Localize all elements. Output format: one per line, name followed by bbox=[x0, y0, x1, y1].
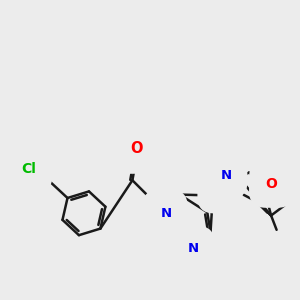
Text: O: O bbox=[130, 141, 143, 156]
Text: N: N bbox=[160, 207, 171, 220]
Text: Cl: Cl bbox=[21, 162, 36, 176]
Text: S: S bbox=[160, 207, 170, 222]
Text: O: O bbox=[214, 183, 226, 197]
Text: O: O bbox=[266, 177, 278, 191]
Text: N: N bbox=[220, 169, 232, 182]
Text: N: N bbox=[188, 242, 199, 255]
